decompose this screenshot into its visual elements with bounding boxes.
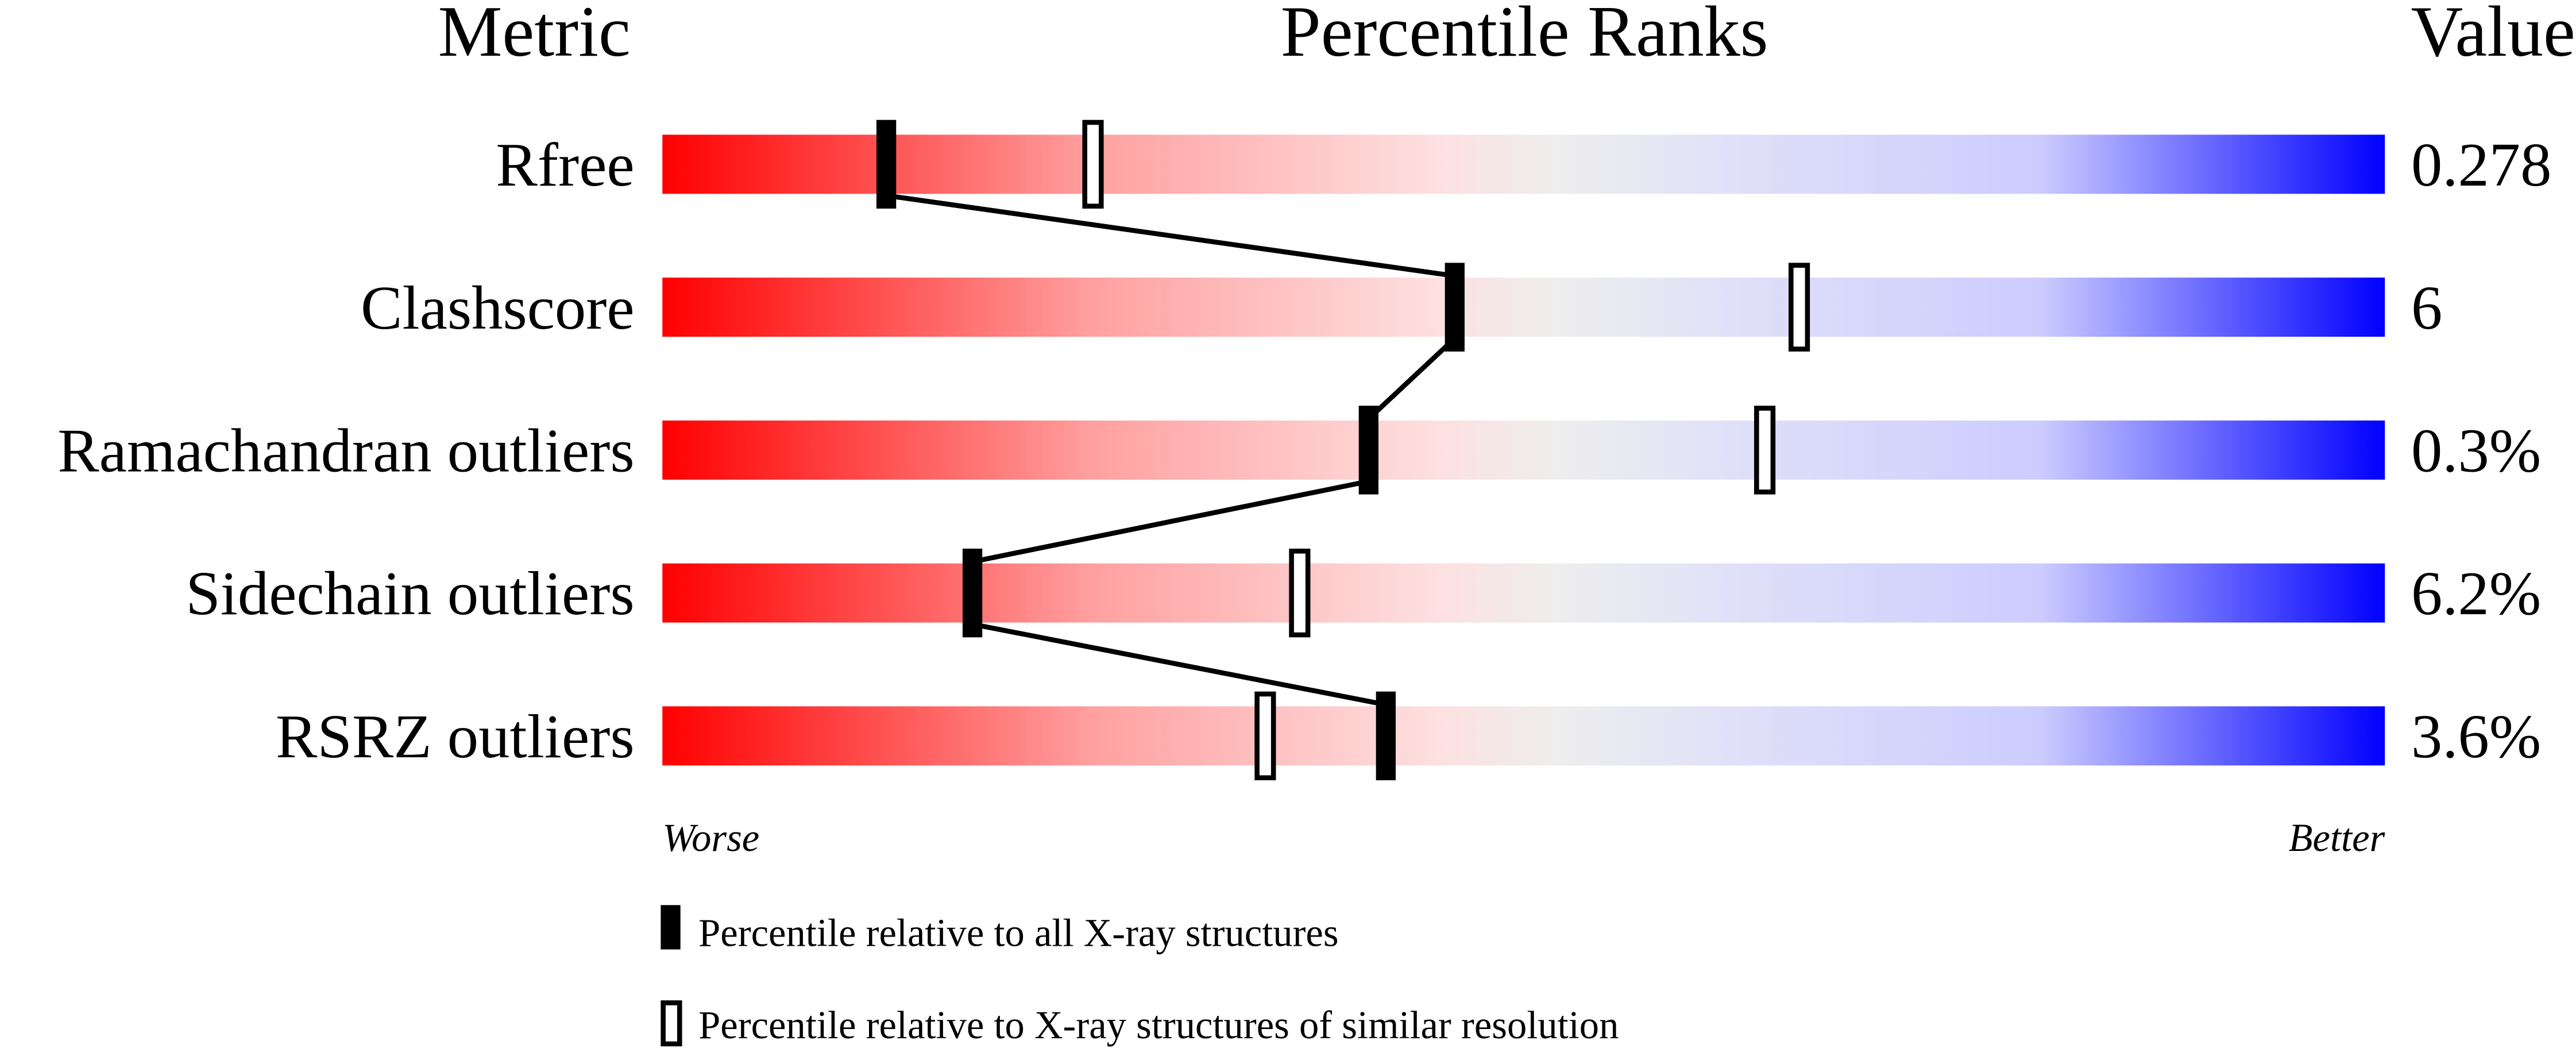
connector-line — [972, 622, 1387, 707]
metric-value: 0.3% — [2411, 417, 2541, 486]
metric-value: 3.6% — [2411, 702, 2541, 771]
metric-value: 0.278 — [2411, 130, 2551, 199]
marker-all-structures — [1358, 406, 1378, 495]
marker-all-structures — [876, 120, 897, 209]
percentile-bar — [662, 706, 2385, 766]
marker-all-structures — [962, 548, 983, 638]
marker-similar-resolution — [1789, 263, 1810, 352]
metric-label: Ramachandran outliers — [57, 417, 634, 486]
legend-open-marker — [661, 1000, 682, 1047]
percentile-bar — [662, 420, 2385, 480]
percentile-bar — [662, 278, 2385, 337]
header-value: Value — [2411, 0, 2575, 72]
better-label: Better — [2289, 816, 2385, 860]
marker-similar-resolution — [1082, 120, 1104, 209]
connector-line — [972, 479, 1369, 564]
legend-filled-marker — [661, 905, 681, 950]
marker-all-structures — [1445, 263, 1465, 352]
header-percentile-ranks: Percentile Ranks — [1281, 0, 1768, 72]
legend-filled-label: Percentile relative to all X-ray structu… — [698, 911, 1338, 955]
percentile-bar — [662, 563, 2385, 623]
marker-similar-resolution — [1754, 406, 1776, 495]
metric-value: 6 — [2411, 273, 2442, 342]
connector-line — [1366, 336, 1457, 421]
header-metric: Metric — [438, 0, 631, 72]
connector-line — [886, 192, 1455, 279]
marker-similar-resolution — [1254, 691, 1276, 780]
worse-label: Worse — [662, 816, 759, 860]
marker-all-structures — [1376, 691, 1396, 780]
metric-label: Clashscore — [361, 273, 635, 342]
marker-similar-resolution — [1289, 548, 1311, 638]
legend-open-label: Percentile relative to X-ray structures … — [698, 1003, 1619, 1047]
metric-label: RSRZ outliers — [276, 702, 635, 771]
metric-value: 6.2% — [2411, 559, 2541, 628]
percentile-bar — [662, 134, 2385, 194]
metric-label: Sidechain outliers — [186, 559, 634, 628]
metric-label: Rfree — [496, 130, 634, 199]
